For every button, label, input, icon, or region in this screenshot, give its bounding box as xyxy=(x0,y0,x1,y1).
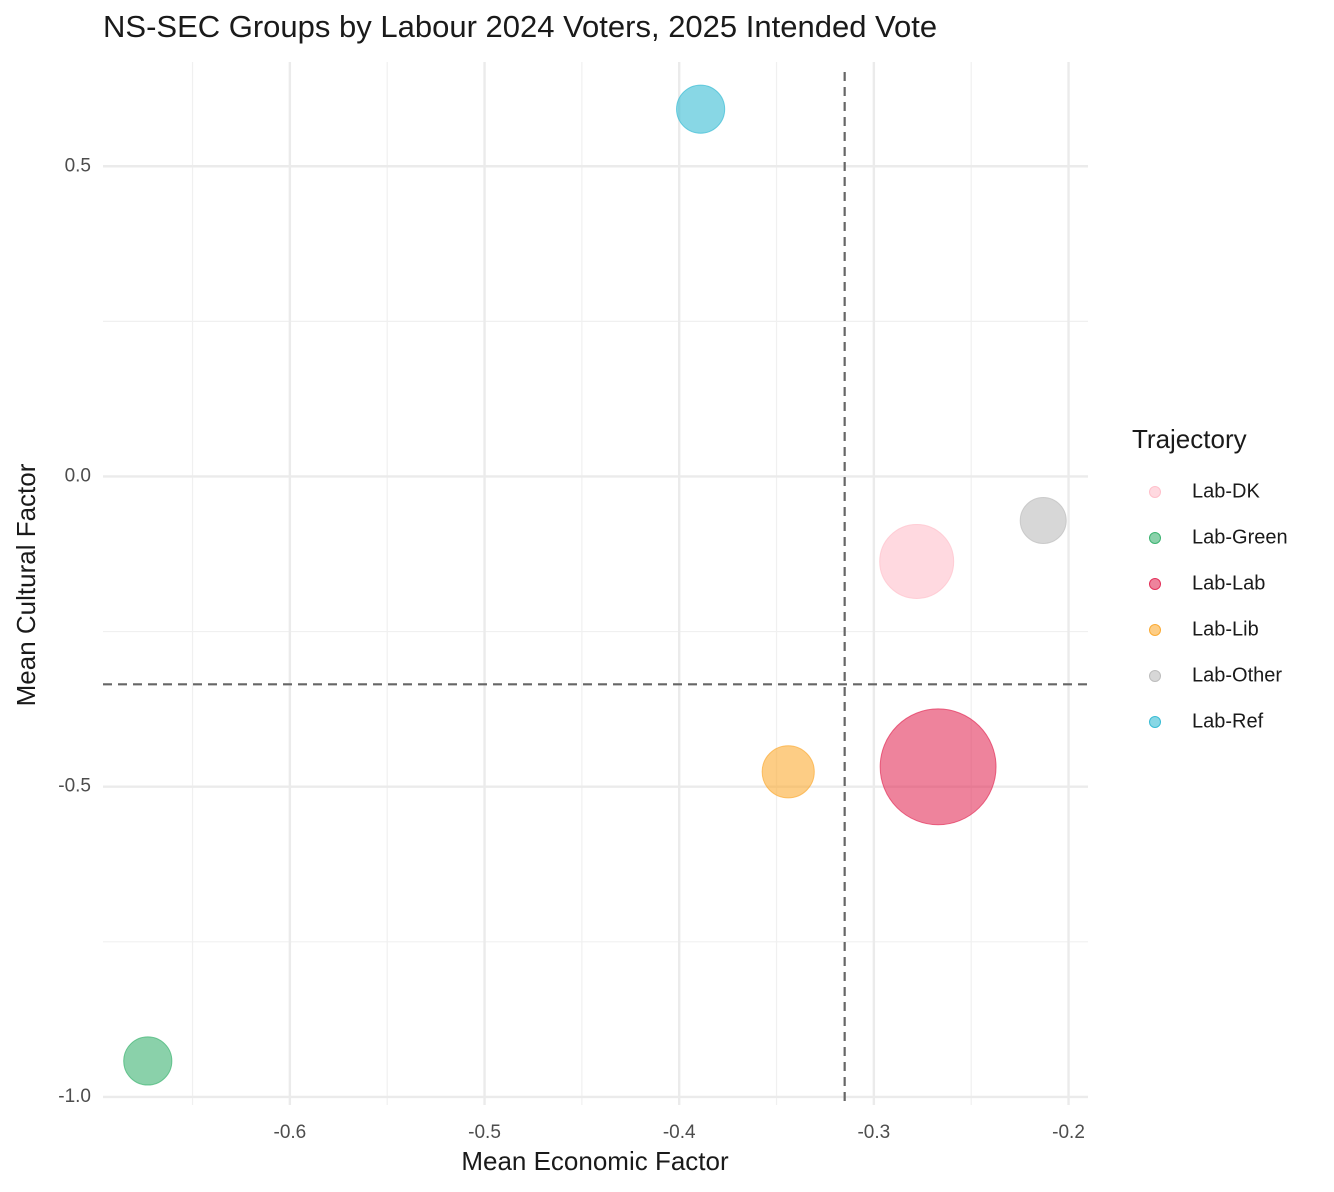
bubble xyxy=(879,708,997,826)
x-tick-label: -0.3 xyxy=(857,1122,890,1143)
legend-label: Lab-Green xyxy=(1192,526,1288,548)
bubble xyxy=(676,84,726,134)
x-tick-label: -0.5 xyxy=(468,1122,501,1143)
bubble xyxy=(761,745,815,799)
chart-title: NS-SEC Groups by Labour 2024 Voters, 202… xyxy=(103,9,937,44)
legend-title: Trajectory xyxy=(1132,424,1247,454)
legend-label: Lab-Other xyxy=(1192,664,1282,686)
x-tick-label: -0.2 xyxy=(1052,1122,1085,1143)
y-axis-label: Mean Cultural Factor xyxy=(11,463,41,706)
x-tick-label: -0.6 xyxy=(274,1122,307,1143)
legend-marker xyxy=(1149,578,1161,590)
y-tick-label: -0.5 xyxy=(58,776,91,797)
legend-marker xyxy=(1149,716,1161,728)
y-tick-label: -1.0 xyxy=(58,1086,91,1107)
y-tick-label: 0.5 xyxy=(65,155,91,176)
legend-marker xyxy=(1149,532,1161,544)
bubble xyxy=(879,523,955,599)
bubble xyxy=(123,1036,173,1086)
legend-label: Lab-Lib xyxy=(1192,618,1259,640)
y-tick-label: 0.0 xyxy=(65,465,91,486)
legend-marker xyxy=(1149,624,1161,636)
legend-marker xyxy=(1149,486,1161,498)
legend-label: Lab-Ref xyxy=(1192,710,1264,732)
x-axis-label: Mean Economic Factor xyxy=(461,1146,729,1176)
x-tick-label: -0.4 xyxy=(663,1122,696,1143)
legend-label: Lab-DK xyxy=(1192,480,1260,502)
legend-label: Lab-Lab xyxy=(1192,572,1265,594)
bubble xyxy=(1019,497,1067,545)
legend-marker xyxy=(1149,670,1161,682)
